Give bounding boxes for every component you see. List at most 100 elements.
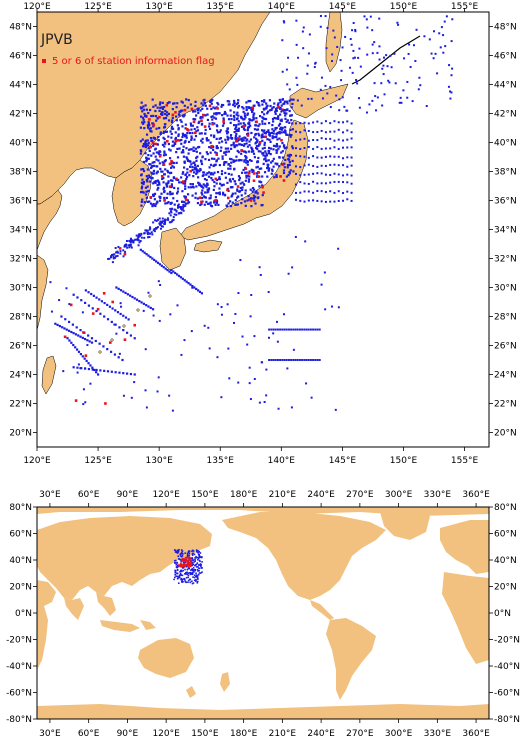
station-marker <box>200 292 204 295</box>
station-marker <box>247 178 251 181</box>
station-marker <box>133 373 136 376</box>
station-marker <box>284 117 287 120</box>
station-marker <box>215 182 218 185</box>
station-marker <box>276 117 280 120</box>
station-marker <box>350 122 353 125</box>
station-marker <box>154 109 157 113</box>
station-marker <box>251 170 254 174</box>
station-marker <box>169 313 172 316</box>
station-marker <box>176 190 179 193</box>
station-marker <box>378 17 381 20</box>
station-marker <box>213 180 216 184</box>
station-marker <box>396 21 399 24</box>
station-marker <box>226 114 229 117</box>
station-marker <box>227 118 231 121</box>
station-marker <box>381 67 384 70</box>
station-marker <box>142 160 145 164</box>
station-marker <box>188 174 191 177</box>
station-marker <box>191 549 194 552</box>
station-marker <box>254 124 257 127</box>
station-marker <box>235 203 238 206</box>
station-marker <box>161 111 164 114</box>
station-marker <box>324 164 327 167</box>
station-marker <box>238 176 242 180</box>
station-marker <box>200 202 203 206</box>
station-marker <box>346 190 349 193</box>
station-marker <box>174 570 177 572</box>
station-marker <box>226 100 229 103</box>
station-marker <box>275 126 278 130</box>
station-marker <box>132 241 135 244</box>
station-marker <box>194 575 197 578</box>
station-marker <box>204 104 207 107</box>
station-marker <box>271 160 274 163</box>
station-marker <box>173 213 176 216</box>
station-marker <box>300 104 303 107</box>
station-marker <box>74 346 77 349</box>
station-marker <box>183 195 186 198</box>
station-marker <box>267 149 270 153</box>
station-marker <box>179 559 182 561</box>
station-marker <box>175 210 178 213</box>
station-marker <box>272 120 275 123</box>
station-marker <box>234 134 238 138</box>
station-marker <box>309 359 312 361</box>
station-marker <box>380 82 383 85</box>
station-marker <box>238 138 242 141</box>
station-marker <box>246 113 249 116</box>
station-marker <box>140 174 143 177</box>
station-marker <box>202 104 205 107</box>
station-marker <box>296 99 299 102</box>
station-marker <box>307 199 310 202</box>
station-marker <box>158 162 161 165</box>
station-marker <box>233 105 236 108</box>
station-marker <box>373 41 376 44</box>
station-marker <box>170 208 173 211</box>
station-marker <box>210 144 213 148</box>
station-marker <box>257 144 260 148</box>
station-marker <box>181 550 184 552</box>
station-marker <box>206 118 210 122</box>
lon-label-bottom: 145°E <box>329 456 357 466</box>
station-marker <box>213 116 216 119</box>
station-marker <box>68 303 71 306</box>
station-marker <box>245 176 248 179</box>
station-marker <box>198 554 200 556</box>
lat-label-right: 36°N <box>494 197 517 207</box>
station-marker <box>235 159 238 162</box>
station-marker <box>263 401 266 404</box>
station-marker <box>286 154 290 157</box>
station-marker <box>142 309 145 312</box>
station-marker <box>225 130 228 133</box>
station-marker <box>188 131 192 135</box>
station-marker <box>72 293 75 296</box>
station-marker <box>189 148 192 151</box>
station-marker <box>181 101 184 104</box>
station-marker <box>310 97 313 100</box>
station-marker <box>272 328 275 331</box>
station-marker <box>169 190 172 194</box>
global-lat-label-left: 0°N <box>15 609 32 619</box>
station-marker <box>225 150 228 154</box>
station-marker <box>103 301 106 305</box>
station-marker <box>181 171 185 174</box>
station-marker <box>118 247 122 250</box>
station-marker <box>196 126 199 129</box>
station-marker <box>402 89 405 92</box>
station-marker <box>234 183 237 186</box>
station-marker <box>292 348 295 351</box>
station-marker <box>263 113 266 116</box>
station-marker <box>237 104 241 107</box>
station-marker <box>207 139 210 142</box>
station-marker <box>444 45 447 48</box>
station-marker <box>249 100 252 103</box>
station-marker <box>246 133 249 136</box>
lat-label-left: 46°N <box>9 52 32 62</box>
station-marker <box>142 142 146 146</box>
station-marker <box>104 402 107 405</box>
station-marker <box>261 175 264 178</box>
station-marker <box>195 159 198 162</box>
station-marker <box>156 106 159 109</box>
station-marker <box>269 140 272 143</box>
station-marker <box>277 147 280 150</box>
